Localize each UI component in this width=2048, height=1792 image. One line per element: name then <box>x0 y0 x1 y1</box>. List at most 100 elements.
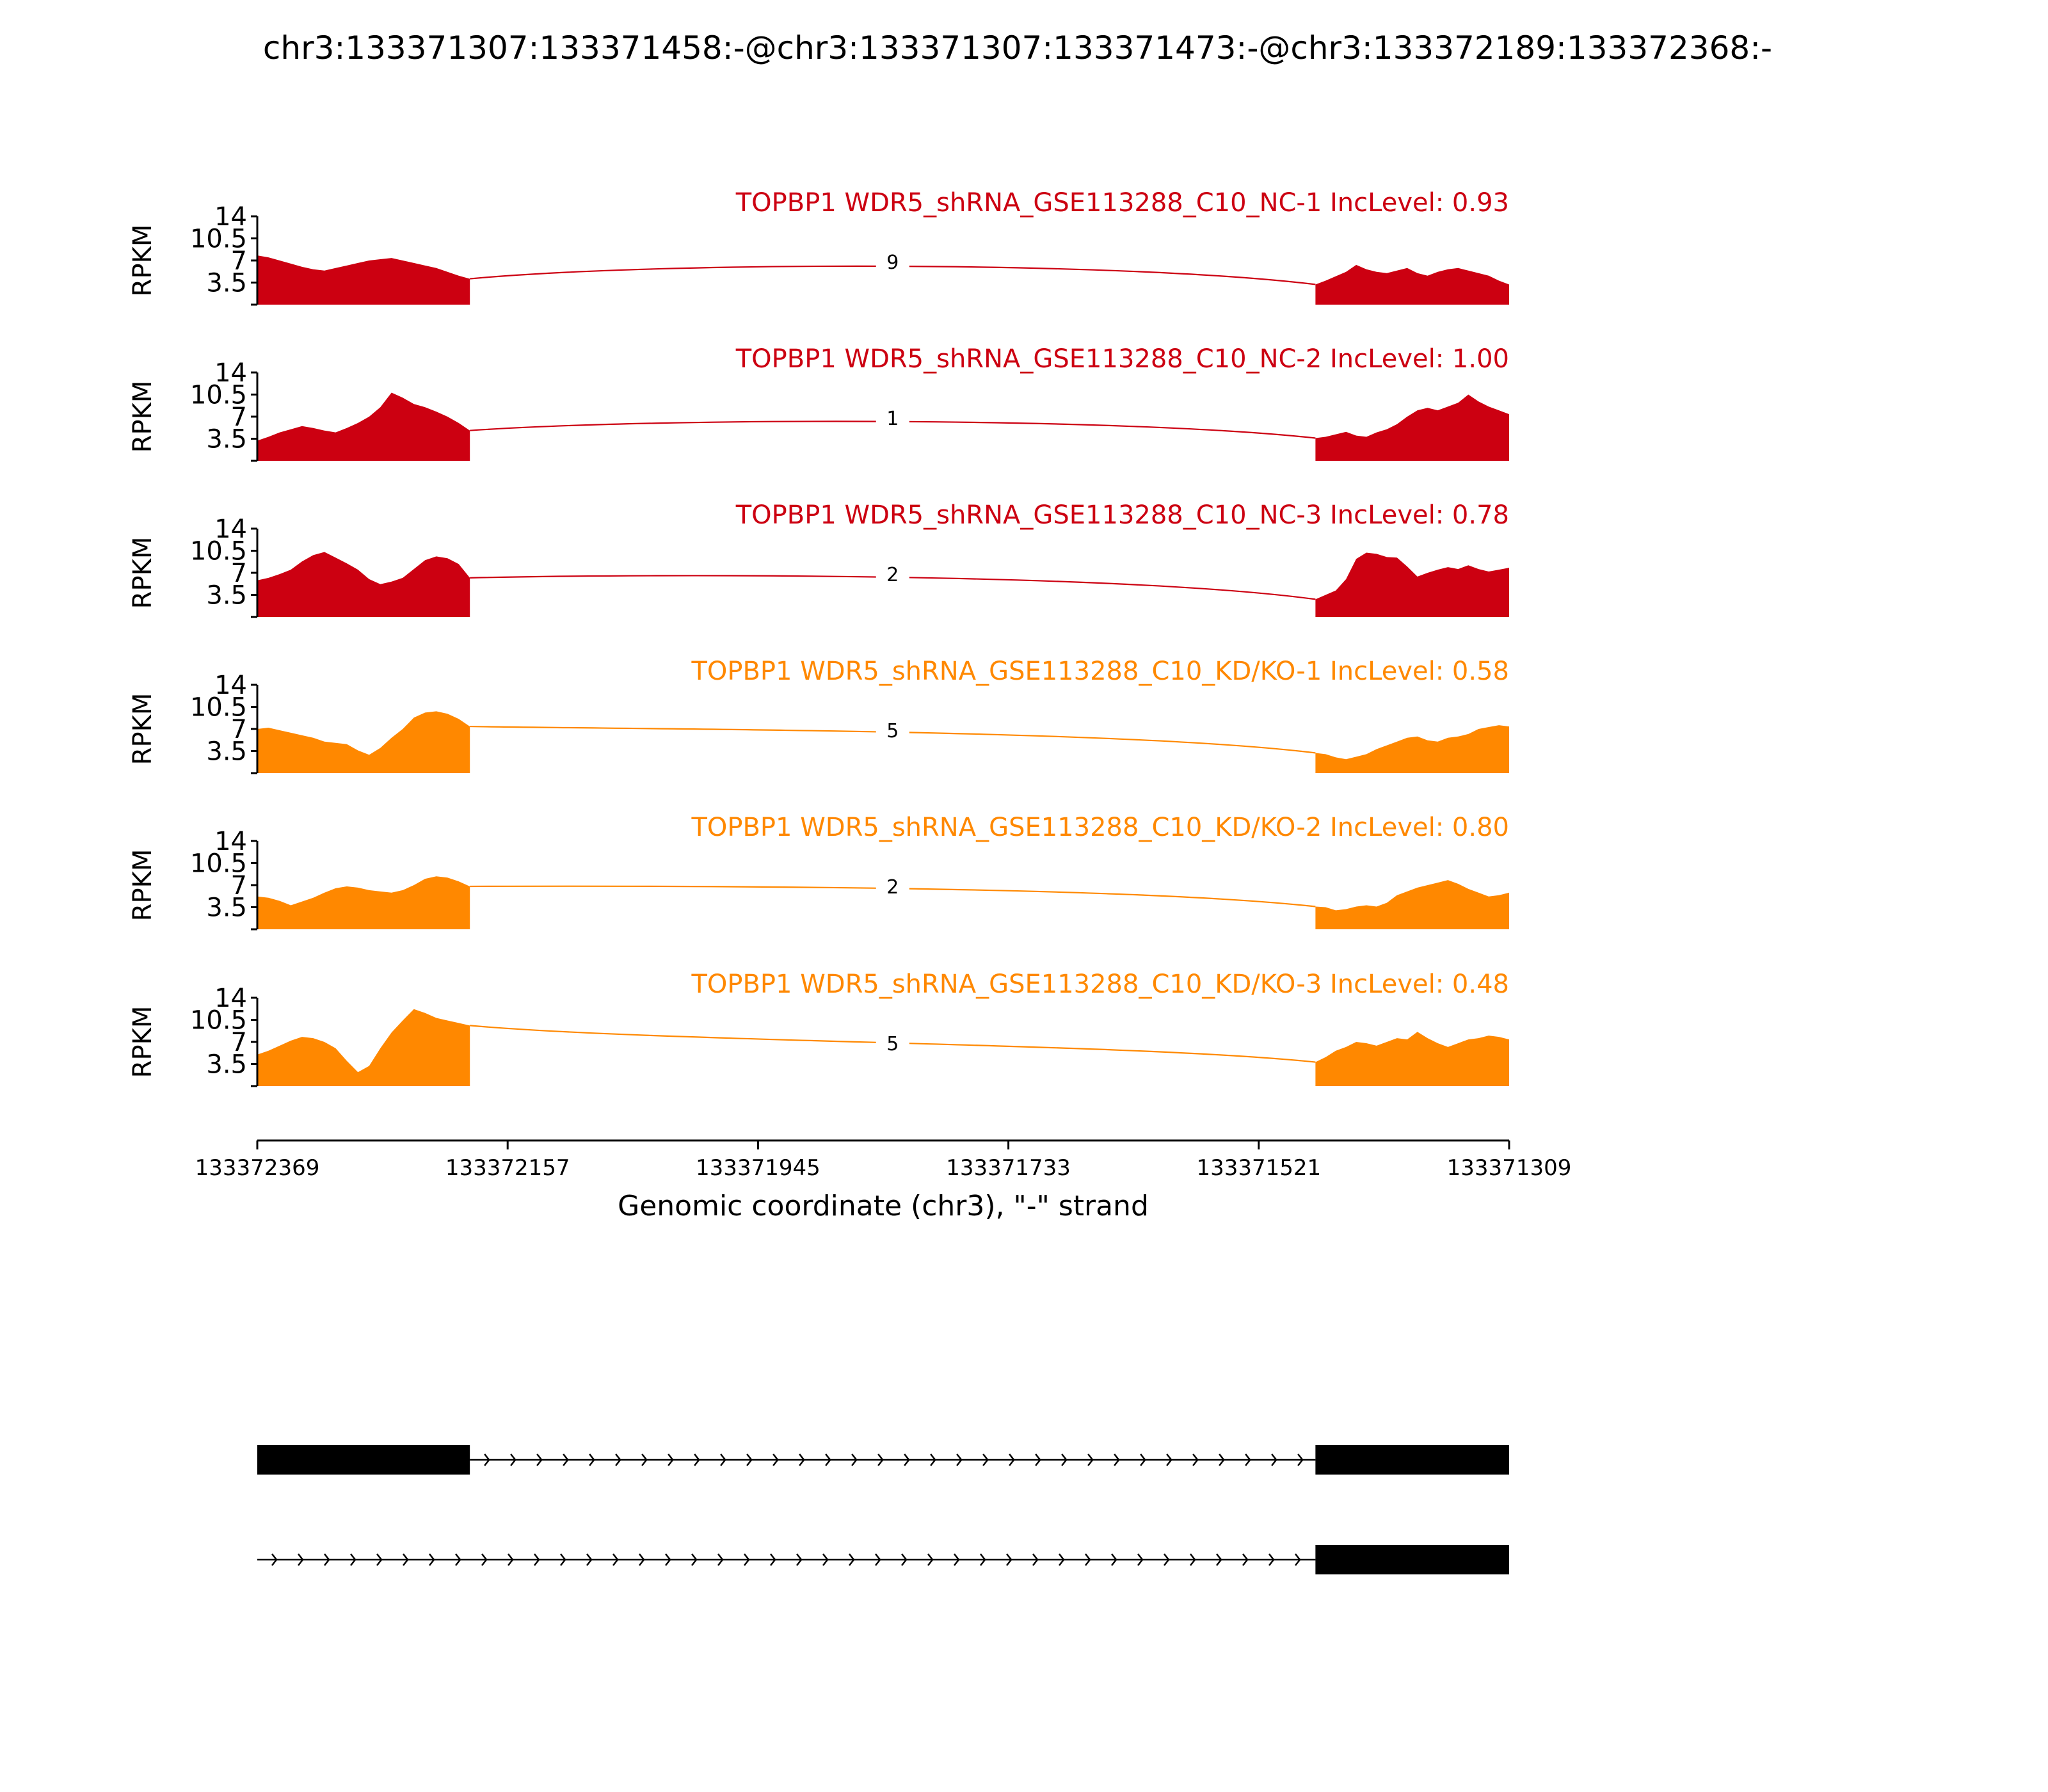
strand-arrow <box>455 1553 461 1566</box>
isoform-track <box>257 1445 1509 1574</box>
strand-arrow <box>851 1453 858 1466</box>
chart-title: chr3:133371307:133371458:-@chr3:13337130… <box>263 29 1772 67</box>
strand-arrow <box>927 1553 934 1566</box>
strand-arrow <box>770 1553 776 1566</box>
panel-4: 5 TOPBP1 WDR5_shRNA_GSE113288_C10_KD/KO-1… <box>128 657 1509 774</box>
x-tick-label: 133371309 <box>1447 1155 1572 1181</box>
strand-arrow <box>1006 1553 1012 1566</box>
coverage-area-exon-1 <box>257 255 470 305</box>
isoform-2 <box>257 1545 1509 1574</box>
strand-arrow <box>1061 1453 1068 1466</box>
panel-1: 9 TOPBP1 WDR5_shRNA_GSE113288_C10_NC-1 In… <box>128 188 1509 306</box>
strand-arrow <box>612 1553 619 1566</box>
strand-arrow <box>1271 1453 1277 1466</box>
strand-arrow <box>799 1453 805 1466</box>
strand-arrow <box>615 1453 621 1466</box>
strand-arrow <box>956 1453 963 1466</box>
panel-title: TOPBP1 WDR5_shRNA_GSE113288_C10_KD/KO-3 … <box>691 970 1509 999</box>
x-tick-label: 133371521 <box>1196 1155 1321 1181</box>
y-tick-label: 3.5 <box>206 269 247 298</box>
coverage-area-exon-2 <box>1315 725 1509 773</box>
strand-arrow <box>825 1453 831 1466</box>
isoform-1 <box>257 1445 1509 1475</box>
coverage-area-exon-2 <box>1315 880 1509 929</box>
x-tick-label: 133371733 <box>946 1155 1071 1181</box>
strand-arrow <box>720 1453 726 1466</box>
junction-label-bg <box>876 1034 909 1055</box>
exon-block <box>1315 1545 1509 1574</box>
strand-arrow <box>376 1553 383 1566</box>
strand-arrow <box>1245 1453 1251 1466</box>
y-tick-label: 3.5 <box>206 425 247 454</box>
strand-arrow <box>668 1453 674 1466</box>
junction-label: 2 <box>886 564 899 586</box>
strand-arrow <box>1297 1453 1304 1466</box>
y-tick-label: 14 <box>214 671 247 700</box>
x-tick-label: 133371945 <box>696 1155 820 1181</box>
y-tick-label: 7 <box>231 403 247 432</box>
strand-arrow <box>1192 1453 1199 1466</box>
strand-arrow <box>1085 1553 1091 1566</box>
panel-6: 5 TOPBP1 WDR5_shRNA_GSE113288_C10_KD/KO-3… <box>128 970 1509 1087</box>
strand-arrow <box>639 1553 645 1566</box>
y-tick-label: 7 <box>231 1028 247 1057</box>
strand-arrow <box>1009 1453 1015 1466</box>
strand-arrow <box>1295 1553 1301 1566</box>
strand-arrow <box>1242 1553 1249 1566</box>
y-tick-label: 10.5 <box>190 693 247 723</box>
coverage-area-exon-2 <box>1315 394 1509 461</box>
x-tick-label: 133372369 <box>195 1155 320 1181</box>
strand-arrow <box>982 1453 989 1466</box>
coverage-area-exon-1 <box>257 711 470 773</box>
x-axis: 133372369 133372157 133371945 133371733 1333… <box>195 1139 1572 1181</box>
panel-title: TOPBP1 WDR5_shRNA_GSE113288_C10_NC-3 Inc… <box>735 500 1509 530</box>
strand-arrow <box>536 1453 543 1466</box>
y-tick-label: 3.5 <box>206 737 247 767</box>
strand-arrow <box>508 1553 514 1566</box>
strand-arrow <box>298 1553 304 1566</box>
y-tick-label: 7 <box>231 559 247 588</box>
junction-label: 5 <box>886 720 899 742</box>
strand-arrow <box>563 1453 569 1466</box>
panel-title: TOPBP1 WDR5_shRNA_GSE113288_C10_NC-1 Inc… <box>735 188 1509 218</box>
strand-arrow <box>691 1553 698 1566</box>
coverage-area-exon-2 <box>1315 264 1509 305</box>
y-axis-label: RPKM <box>128 1006 157 1078</box>
y-tick-label: 10.5 <box>190 225 247 254</box>
strand-arrow <box>534 1553 540 1566</box>
strand-arrow <box>694 1453 700 1466</box>
y-tick-label: 10.5 <box>190 537 247 566</box>
panel-title: TOPBP1 WDR5_shRNA_GSE113288_C10_KD/KO-1 … <box>691 657 1509 686</box>
coverage-area-exon-2 <box>1315 552 1509 617</box>
y-axis-label: RPKM <box>128 693 157 765</box>
strand-arrow <box>324 1553 330 1566</box>
strand-arrow <box>746 1453 753 1466</box>
y-tick-label: 7 <box>231 715 247 744</box>
panel-5: 2 TOPBP1 WDR5_shRNA_GSE113288_C10_KD/KO-2… <box>128 813 1509 931</box>
coverage-area-exon-1 <box>257 1009 470 1086</box>
junction-label: 5 <box>886 1033 899 1055</box>
strand-arrow <box>1035 1453 1041 1466</box>
strand-arrow <box>1190 1553 1196 1566</box>
coverage-area-exon-1 <box>257 552 470 617</box>
strand-arrow <box>717 1553 724 1566</box>
y-axis-label: RPKM <box>128 381 157 453</box>
y-tick-label: 10.5 <box>190 381 247 410</box>
coverage-area-exon-2 <box>1315 1032 1509 1086</box>
strand-arrow <box>954 1553 960 1566</box>
strand-arrow <box>980 1553 986 1566</box>
strand-arrow <box>1032 1553 1039 1566</box>
y-tick-label: 7 <box>231 246 247 276</box>
y-tick-label: 14 <box>214 202 247 232</box>
coverage-panels: 9 TOPBP1 WDR5_shRNA_GSE113288_C10_NC-1 In… <box>128 188 1509 1087</box>
strand-arrow <box>1216 1553 1222 1566</box>
y-tick-label: 10.5 <box>190 1006 247 1036</box>
strand-arrow <box>1114 1453 1120 1466</box>
strand-arrow <box>930 1453 936 1466</box>
strand-arrow <box>796 1553 803 1566</box>
strand-arrow <box>403 1553 409 1566</box>
y-tick-label: 10.5 <box>190 849 247 879</box>
strand-arrow <box>1140 1453 1146 1466</box>
panel-3: 2 TOPBP1 WDR5_shRNA_GSE113288_C10_NC-3 In… <box>128 500 1509 618</box>
